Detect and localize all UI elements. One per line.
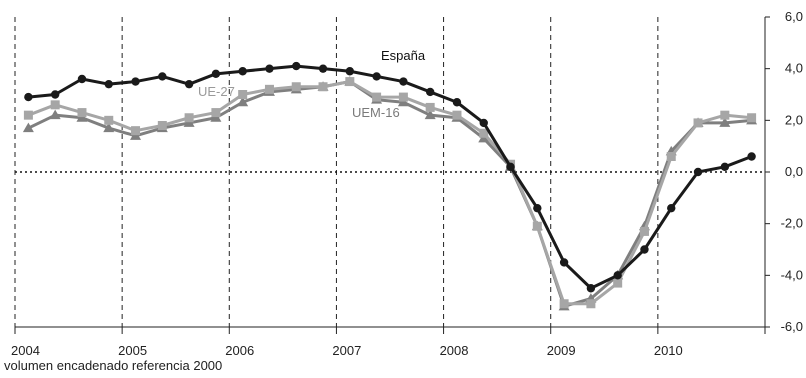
data-point: [50, 90, 60, 99]
data-point: [720, 162, 730, 172]
chart-footnote: volumen encadenado referencia 2000: [4, 358, 223, 373]
data-point: [425, 102, 435, 112]
data-point: [291, 82, 301, 92]
y-tick-label: -4,0: [781, 267, 803, 282]
grid-lines: [14, 17, 766, 327]
data-point: [720, 110, 730, 120]
data-point: [747, 113, 757, 123]
series-line: [27, 80, 752, 306]
data-point: [666, 152, 676, 161]
data-point: [238, 90, 248, 99]
series-layer: [22, 61, 758, 311]
y-tick-label: -2,0: [781, 216, 803, 231]
data-point: [532, 221, 542, 231]
data-point: [318, 64, 328, 73]
data-point: [372, 72, 381, 81]
data-point: [211, 69, 221, 79]
data-point: [158, 72, 167, 81]
data-point: [506, 162, 515, 172]
data-point: [264, 84, 274, 94]
x-tick-label: 2010: [654, 343, 683, 358]
x-tick-label: 2004: [11, 343, 40, 358]
data-point: [103, 122, 115, 133]
y-tick-label: 2,0: [785, 112, 803, 127]
series-line: [28, 64, 753, 290]
y-tick-label: 0,0: [785, 164, 803, 179]
data-point: [23, 110, 33, 120]
data-point: [693, 167, 703, 177]
data-point: [586, 299, 596, 309]
data-point: [425, 87, 435, 97]
data-point: [292, 61, 301, 71]
data-point: [613, 271, 622, 280]
series-labels: España UE-27 UEM-16: [198, 48, 426, 120]
data-point: [211, 108, 221, 118]
data-point: [399, 77, 408, 86]
data-point: [50, 100, 60, 110]
data-point: [693, 118, 703, 128]
data-point: [747, 152, 756, 161]
data-point: [479, 128, 489, 138]
x-tick-label: 2006: [225, 343, 254, 358]
data-point: [157, 121, 167, 130]
data-point: [104, 115, 114, 125]
data-point: [398, 92, 408, 102]
series-label: España: [381, 48, 426, 63]
x-tick-label: 2007: [332, 343, 361, 358]
data-point: [184, 113, 194, 123]
data-point: [639, 226, 649, 236]
data-point: [238, 67, 247, 76]
data-point: [719, 117, 731, 127]
data-point: [533, 203, 542, 213]
data-point: [318, 82, 328, 92]
y-tick-label: 4,0: [785, 61, 803, 76]
data-point: [77, 108, 87, 118]
data-point: [613, 278, 623, 288]
data-point: [49, 109, 61, 120]
data-point: [479, 118, 488, 128]
data-point: [22, 122, 34, 133]
y-tick-label: 6,0: [785, 9, 803, 24]
series-line: [27, 80, 752, 308]
data-point: [586, 284, 596, 293]
data-point: [372, 92, 382, 102]
x-tick-label: 2008: [440, 343, 469, 358]
series-label: UE-27: [198, 84, 235, 99]
data-point: [77, 74, 87, 84]
data-point: [345, 67, 355, 76]
data-point: [24, 92, 33, 102]
data-point: [345, 77, 355, 87]
axes: 2004 2005 2006 2007 2008 2009 2010 6,0 4,0 2,0 0,0…: [11, 9, 803, 358]
x-tick-label: 2009: [547, 343, 576, 358]
series-label: UEM-16: [352, 105, 400, 120]
data-point: [184, 79, 194, 89]
x-tick-label: 2005: [118, 343, 147, 358]
data-point: [640, 245, 649, 254]
data-point: [452, 110, 462, 120]
y-tick-label: -6,0: [781, 319, 803, 334]
data-point: [452, 98, 462, 107]
data-point: [559, 299, 569, 309]
data-point: [559, 258, 569, 267]
data-point: [237, 96, 249, 107]
data-point: [131, 126, 141, 136]
data-point: [424, 109, 436, 120]
data-point: [265, 64, 274, 73]
data-point: [667, 203, 676, 213]
data-point: [104, 79, 113, 89]
data-point: [131, 77, 140, 86]
